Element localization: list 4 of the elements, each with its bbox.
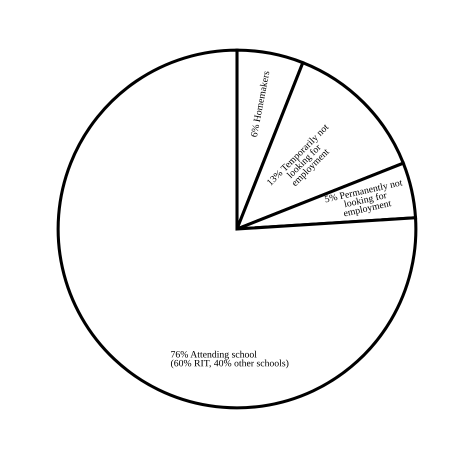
- slice-label: 5% Permanently not looking for employment: [324, 178, 404, 218]
- slice-label: 6% Homemakers: [250, 70, 270, 138]
- slice-label: 76% Attending school (60% RIT, 40% other schools): [170, 350, 288, 368]
- pie-slice: [56, 48, 418, 410]
